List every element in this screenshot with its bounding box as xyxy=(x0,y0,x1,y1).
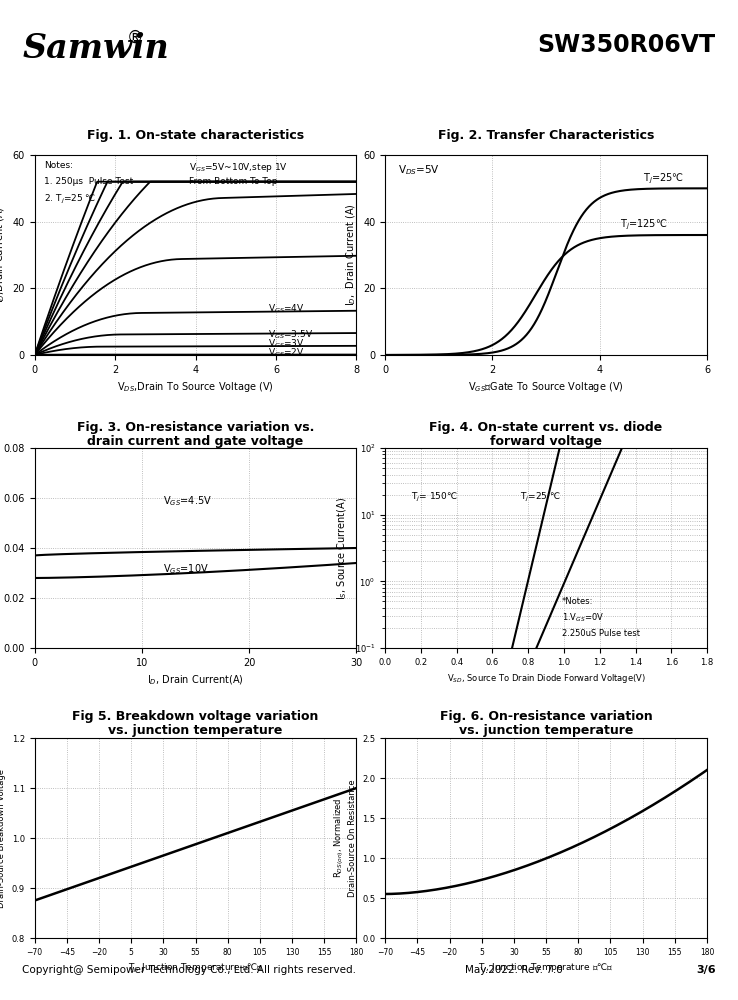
Y-axis label: I$_D$,Drain Current (A): I$_D$,Drain Current (A) xyxy=(0,207,7,303)
X-axis label: V$_{DS}$,Drain To Source Voltage (V): V$_{DS}$,Drain To Source Voltage (V) xyxy=(117,380,274,394)
Text: ®: ® xyxy=(127,29,143,47)
Text: Notes:: Notes: xyxy=(44,161,73,170)
Text: vs. junction temperature: vs. junction temperature xyxy=(108,724,283,737)
Text: 2. T$_j$=25 ℃: 2. T$_j$=25 ℃ xyxy=(44,193,97,206)
Text: From Bottom To Top: From Bottom To Top xyxy=(189,177,277,186)
Text: 2.250uS Pulse test: 2.250uS Pulse test xyxy=(562,629,640,638)
Y-axis label: I$_D$,  Drain Current (A): I$_D$, Drain Current (A) xyxy=(344,204,358,306)
Text: Fig. 4. On-state current vs. diode: Fig. 4. On-state current vs. diode xyxy=(430,421,663,434)
Text: Fig. 3. On-resistance variation vs.: Fig. 3. On-resistance variation vs. xyxy=(77,421,314,434)
X-axis label: V$_{SD}$, Source To Drain Diode Forward Voltage(V): V$_{SD}$, Source To Drain Diode Forward … xyxy=(446,672,646,685)
Y-axis label: R$_{DS(on)}$, Normalized
Drain-Source On Resistance: R$_{DS(on)}$, Normalized Drain-Source On… xyxy=(333,779,357,897)
X-axis label: V$_{GS}$，Gate To Source Voltage (V): V$_{GS}$，Gate To Source Voltage (V) xyxy=(469,380,624,394)
Text: V$_{GS}$=10V: V$_{GS}$=10V xyxy=(163,562,210,576)
Text: V$_{DS}$=5V: V$_{DS}$=5V xyxy=(398,163,440,177)
Text: 3/6: 3/6 xyxy=(696,965,716,975)
Text: T$_j$=25 ℃: T$_j$=25 ℃ xyxy=(520,491,562,504)
Text: V$_{GS}$=4V: V$_{GS}$=4V xyxy=(268,303,305,315)
Text: V$_{GS}$=5V~10V,step 1V: V$_{GS}$=5V~10V,step 1V xyxy=(189,161,288,174)
Text: V$_{GS}$=3V: V$_{GS}$=3V xyxy=(268,338,305,350)
Text: May.2022. Rev. 7.0: May.2022. Rev. 7.0 xyxy=(465,965,562,975)
Text: V$_{GS}$=4.5V: V$_{GS}$=4.5V xyxy=(163,494,213,508)
Text: T$_j$= 150℃: T$_j$= 150℃ xyxy=(411,491,458,504)
Y-axis label: I$_S$, Source Current(A): I$_S$, Source Current(A) xyxy=(336,496,349,600)
Text: Fig. 1. On-state characteristics: Fig. 1. On-state characteristics xyxy=(87,129,304,142)
Text: *Notes:: *Notes: xyxy=(562,597,593,606)
X-axis label: I$_D$, Drain Current(A): I$_D$, Drain Current(A) xyxy=(148,673,244,687)
Text: T$_j$=25℃: T$_j$=25℃ xyxy=(643,171,683,186)
Text: SW350R06VT: SW350R06VT xyxy=(538,33,716,57)
Text: Copyright@ Semipower Technology Co., Ltd. All rights reserved.: Copyright@ Semipower Technology Co., Ltd… xyxy=(22,965,356,975)
Text: T$_j$=125℃: T$_j$=125℃ xyxy=(620,217,667,232)
Text: 1. 250μs  Pulse Test: 1. 250μs Pulse Test xyxy=(44,177,134,186)
Text: forward voltage: forward voltage xyxy=(490,435,602,448)
Text: Samwin: Samwin xyxy=(22,32,169,65)
Text: Fig. 6. On-resistance variation: Fig. 6. On-resistance variation xyxy=(440,710,652,723)
Text: Fig 5. Breakdown voltage variation: Fig 5. Breakdown voltage variation xyxy=(72,710,319,723)
Text: Fig. 2. Transfer Characteristics: Fig. 2. Transfer Characteristics xyxy=(438,129,655,142)
Text: vs. junction temperature: vs. junction temperature xyxy=(459,724,633,737)
X-axis label: T$_j$, Junction Temperature （℃）: T$_j$, Junction Temperature （℃） xyxy=(128,962,263,975)
Text: 1.V$_{GS}$=0V: 1.V$_{GS}$=0V xyxy=(562,611,604,624)
X-axis label: T$_j$, Junction Temperature （℃）: T$_j$, Junction Temperature （℃） xyxy=(478,962,614,975)
Text: V$_{GS}$=3.5V: V$_{GS}$=3.5V xyxy=(268,328,313,341)
Text: V$_{GS}$=2V: V$_{GS}$=2V xyxy=(268,347,305,359)
Y-axis label: BV$_{DSS}$, Normalized
Drain-Source Breakdown Voltage: BV$_{DSS}$, Normalized Drain-Source Brea… xyxy=(0,768,6,908)
Text: drain current and gate voltage: drain current and gate voltage xyxy=(87,435,304,448)
